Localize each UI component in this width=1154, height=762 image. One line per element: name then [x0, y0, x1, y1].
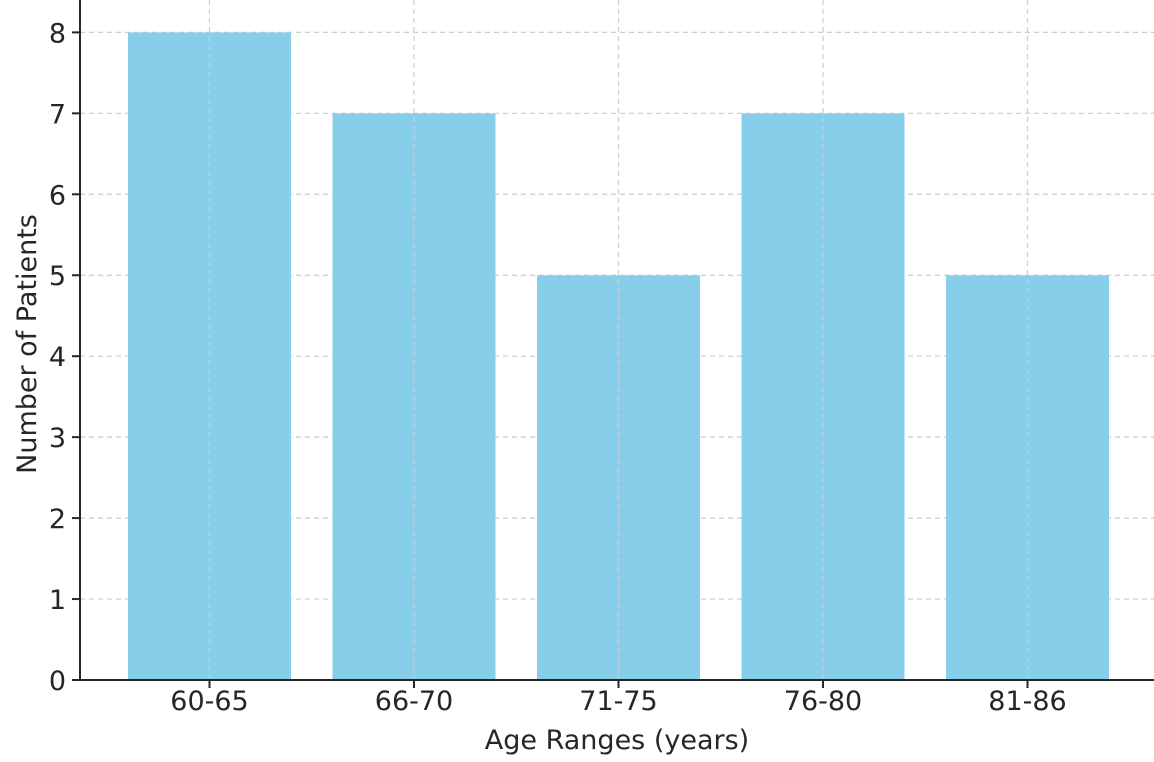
y-tick-label: 3 — [49, 423, 66, 454]
bar-60-65 — [128, 32, 291, 680]
ticks: 0 1 2 3 4 5 6 7 8 60-65 66-70 71-75 76-80 81-86 — [49, 18, 1067, 717]
x-tick-label: 60-65 — [170, 686, 248, 717]
y-axis-label: Number of Patients — [12, 214, 43, 474]
x-tick-label: 71-75 — [579, 686, 657, 717]
x-tick-label: 66-70 — [375, 686, 453, 717]
y-tick-label: 4 — [49, 342, 66, 373]
y-tick-label: 5 — [49, 261, 66, 292]
y-tick-label: 7 — [49, 99, 66, 130]
y-tick-label: 2 — [49, 504, 66, 535]
x-tick-label: 76-80 — [784, 686, 862, 717]
y-tick-label: 0 — [49, 666, 66, 697]
x-tick-label: 81-86 — [988, 686, 1066, 717]
x-axis-label: Age Ranges (years) — [485, 725, 749, 756]
y-tick-label: 8 — [49, 18, 66, 49]
y-tick-label: 6 — [49, 180, 66, 211]
y-tick-label: 1 — [49, 585, 66, 616]
